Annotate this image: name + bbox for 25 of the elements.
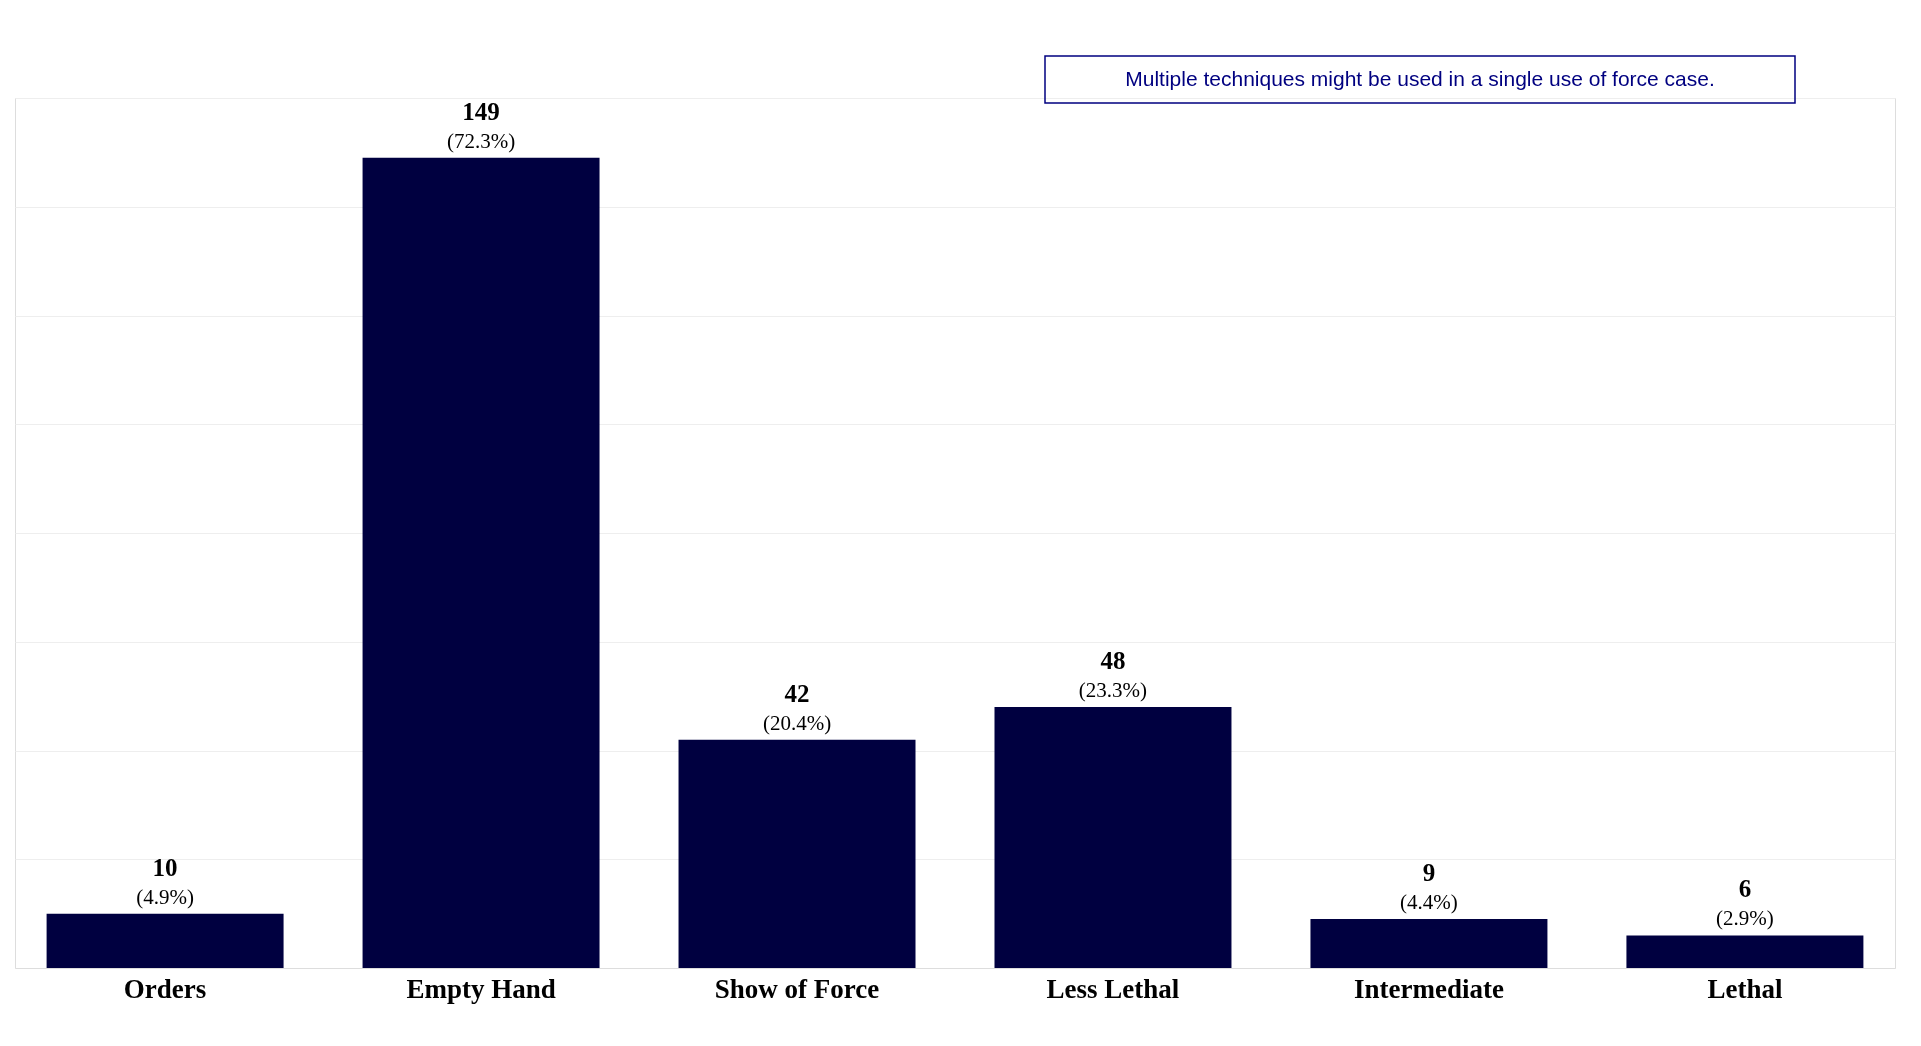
- x-tick-label: Less Lethal: [1046, 973, 1180, 1004]
- data-label: 9: [1422, 859, 1436, 887]
- bar: [994, 707, 1232, 968]
- annotation: (4.9%): [136, 884, 194, 909]
- annotation: (2.9%): [1716, 906, 1774, 931]
- text: Multiple techniques might be used in a single use of force case.: [1125, 67, 1715, 90]
- data-label: 48: [1100, 647, 1126, 674]
- data-label: 10: [152, 853, 178, 881]
- data-label: 42: [784, 679, 810, 707]
- bar: [1626, 935, 1864, 968]
- annotation: (4.4%): [1400, 890, 1458, 915]
- bar: [678, 739, 916, 968]
- x-tick-label: Lethal: [1707, 973, 1783, 1004]
- annotation: (72.3%): [446, 128, 516, 153]
- data-label: 6: [1738, 875, 1752, 903]
- annotation: (20.4%): [762, 710, 832, 735]
- bar: [1310, 919, 1548, 968]
- x-tick-label: Empty Hand: [406, 973, 556, 1004]
- data-label: 149: [462, 97, 500, 125]
- x-tick-label: Intermediate: [1353, 973, 1504, 1004]
- bar: [46, 913, 284, 968]
- bar: [362, 157, 600, 968]
- x-tick-label: Orders: [123, 973, 207, 1004]
- x-tick-label: Show of Force: [714, 973, 880, 1004]
- annotation: (23.3%): [1078, 678, 1148, 702]
